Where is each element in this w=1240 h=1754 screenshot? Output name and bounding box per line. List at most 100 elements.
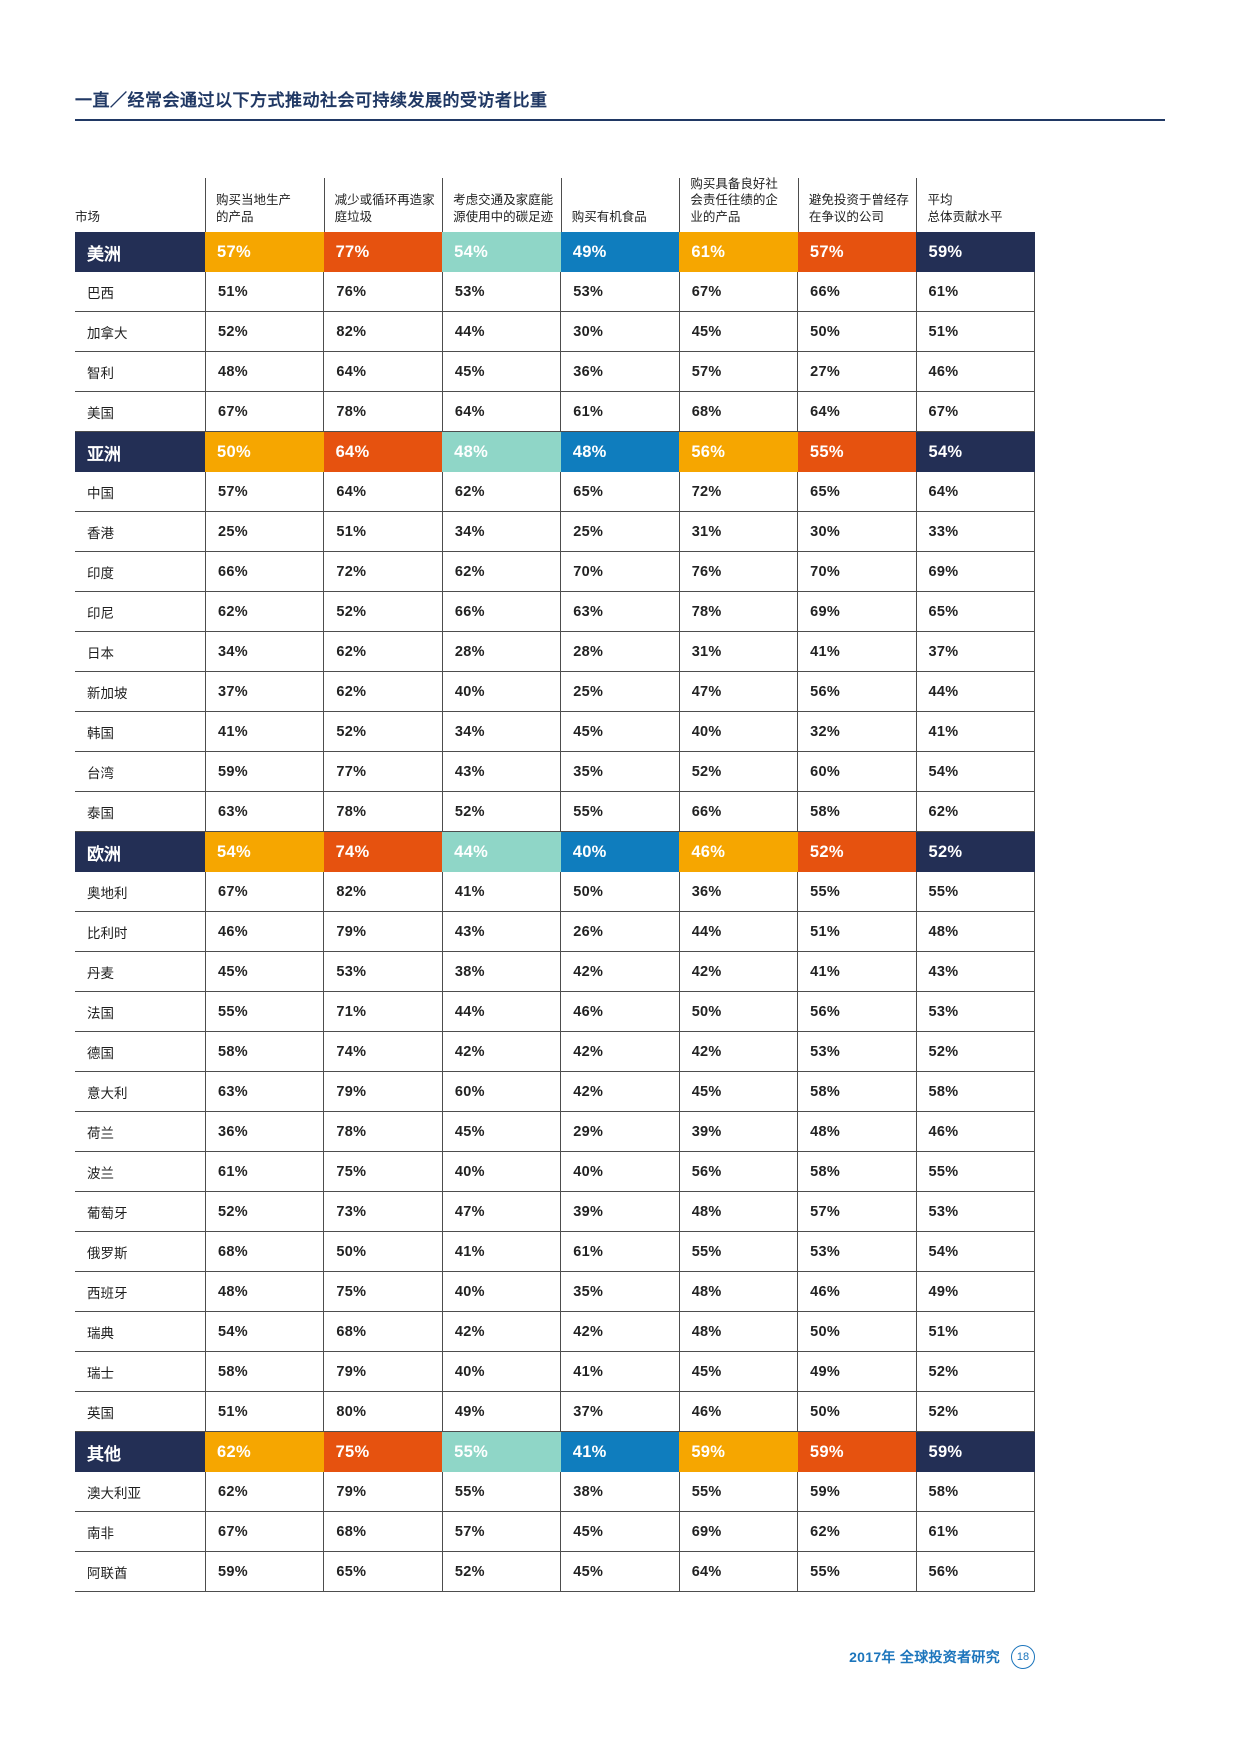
market-name: 意大利 (87, 1085, 128, 1101)
table-body: 美洲 57% 77% 54% 49% 61% 57% 59% 巴西 51% 76% 53% 53% 67%… (75, 232, 1036, 1592)
value-cell: 41% (441, 872, 560, 911)
market-name: 美洲 (75, 232, 205, 272)
value-cell: 60% (441, 1072, 560, 1111)
value-cell: 48% (678, 1272, 797, 1311)
column-header-market: 市场 (75, 209, 101, 224)
value-cell: 62% (323, 632, 441, 671)
table-row: 印尼 62% 52% 66% 63% 78% 69% 65% (75, 592, 1035, 632)
value-cell: 45% (560, 712, 678, 751)
data-table: 市场 购买当地生产 的产品 减少或循环再造家 庭垃圾 考虑交通及家庭能 源使用中… (75, 168, 1036, 1592)
value-cell: 49% (915, 1272, 1035, 1311)
value-cell: 62% (441, 472, 560, 511)
value-cell: 72% (323, 552, 441, 591)
value-cell: 55% (915, 872, 1035, 911)
value-cell: 58% (205, 1352, 323, 1391)
table-row: 奥地利 67% 82% 41% 50% 36% 55% 55% (75, 872, 1035, 912)
value-cell: 46% (797, 1272, 915, 1311)
value-cell: 50% (797, 312, 915, 351)
value-cell: 57% (678, 352, 797, 391)
value-cell: 38% (441, 952, 560, 991)
value-cell: 46% (205, 912, 323, 951)
value-cell: 64% (441, 392, 560, 431)
value-cell: 69% (678, 1512, 797, 1551)
value-cell: 52% (915, 1392, 1035, 1431)
table-row: 西班牙 48% 75% 40% 35% 48% 46% 49% (75, 1272, 1035, 1312)
value-cell: 74% (323, 832, 443, 872)
table-row: 台湾 59% 77% 43% 35% 52% 60% 54% (75, 752, 1035, 792)
market-name: 中国 (87, 485, 114, 501)
value-cell: 62% (205, 1432, 324, 1472)
table-row: 中国 57% 64% 62% 65% 72% 65% 64% (75, 472, 1035, 512)
value-cell: 36% (678, 872, 797, 911)
value-cell: 39% (560, 1192, 678, 1231)
value-cell: 61% (915, 1512, 1035, 1551)
value-cell: 61% (679, 232, 798, 272)
value-cell: 45% (560, 1552, 678, 1591)
value-cell: 64% (797, 392, 915, 431)
column-header-responsible-firms: 购买具备良好社 会责任往绩的企 业的产品 (679, 168, 798, 232)
value-cell: 40% (560, 832, 680, 872)
value-cell: 41% (205, 712, 323, 751)
market-name: 法国 (87, 1005, 114, 1021)
value-cell: 48% (560, 432, 680, 472)
title-divider (75, 119, 1165, 121)
value-cell: 57% (797, 1192, 915, 1231)
value-cell: 63% (560, 592, 678, 631)
table-row: 美国 67% 78% 64% 61% 68% 64% 67% (75, 392, 1035, 432)
table-row: 泰国 63% 78% 52% 55% 66% 58% 62% (75, 792, 1035, 832)
value-cell: 42% (678, 952, 797, 991)
value-cell: 55% (797, 1552, 915, 1591)
market-name: 印尼 (87, 605, 114, 621)
region-row: 亚洲 50% 64% 48% 48% 56% 55% 54% (75, 432, 1036, 472)
value-cell: 55% (442, 1432, 561, 1472)
value-cell: 54% (442, 232, 561, 272)
table-row: 瑞士 58% 79% 40% 41% 45% 49% 52% (75, 1352, 1035, 1392)
value-cell: 56% (915, 1552, 1035, 1591)
market-name: 丹麦 (87, 965, 114, 981)
value-cell: 67% (205, 392, 323, 431)
value-cell: 67% (205, 1512, 323, 1551)
value-cell: 66% (797, 272, 915, 311)
value-cell: 55% (915, 1152, 1035, 1191)
value-cell: 67% (678, 272, 797, 311)
value-cell: 53% (797, 1232, 915, 1271)
value-cell: 45% (560, 1512, 678, 1551)
value-cell: 52% (441, 792, 560, 831)
value-cell: 74% (323, 1032, 441, 1071)
value-cell: 56% (679, 432, 798, 472)
value-cell: 66% (205, 552, 323, 591)
value-cell: 50% (797, 1312, 915, 1351)
value-cell: 75% (323, 1152, 441, 1191)
value-cell: 44% (441, 992, 560, 1031)
value-cell: 46% (679, 832, 798, 872)
value-cell: 50% (678, 992, 797, 1031)
value-cell: 64% (678, 1552, 797, 1591)
value-cell: 48% (797, 1112, 915, 1151)
value-cell: 46% (560, 992, 678, 1031)
value-cell: 51% (915, 312, 1035, 351)
value-cell: 76% (323, 272, 441, 311)
table-row: 德国 58% 74% 42% 42% 42% 53% 52% (75, 1032, 1035, 1072)
market-name: 奥地利 (87, 885, 128, 901)
value-cell: 58% (797, 1072, 915, 1111)
value-cell: 43% (915, 952, 1035, 991)
value-cell: 62% (441, 552, 560, 591)
value-cell: 62% (797, 1512, 915, 1551)
region-row: 美洲 57% 77% 54% 49% 61% 57% 59% (75, 232, 1036, 272)
value-cell: 53% (323, 952, 441, 991)
value-cell: 68% (323, 1312, 441, 1351)
value-cell: 40% (441, 1352, 560, 1391)
market-name: 印度 (87, 565, 114, 581)
table-row: 加拿大 52% 82% 44% 30% 45% 50% 51% (75, 312, 1035, 352)
value-cell: 48% (678, 1312, 797, 1351)
table-header-row: 市场 购买当地生产 的产品 减少或循环再造家 庭垃圾 考虑交通及家庭能 源使用中… (75, 168, 1035, 232)
value-cell: 44% (915, 672, 1035, 711)
column-header-average: 平均 总体贡献水平 (916, 168, 1035, 232)
value-cell: 44% (678, 912, 797, 951)
value-cell: 53% (441, 272, 560, 311)
value-cell: 78% (678, 592, 797, 631)
value-cell: 41% (560, 1432, 680, 1472)
value-cell: 43% (441, 752, 560, 791)
table-row: 南非 67% 68% 57% 45% 69% 62% 61% (75, 1512, 1035, 1552)
value-cell: 36% (560, 352, 678, 391)
